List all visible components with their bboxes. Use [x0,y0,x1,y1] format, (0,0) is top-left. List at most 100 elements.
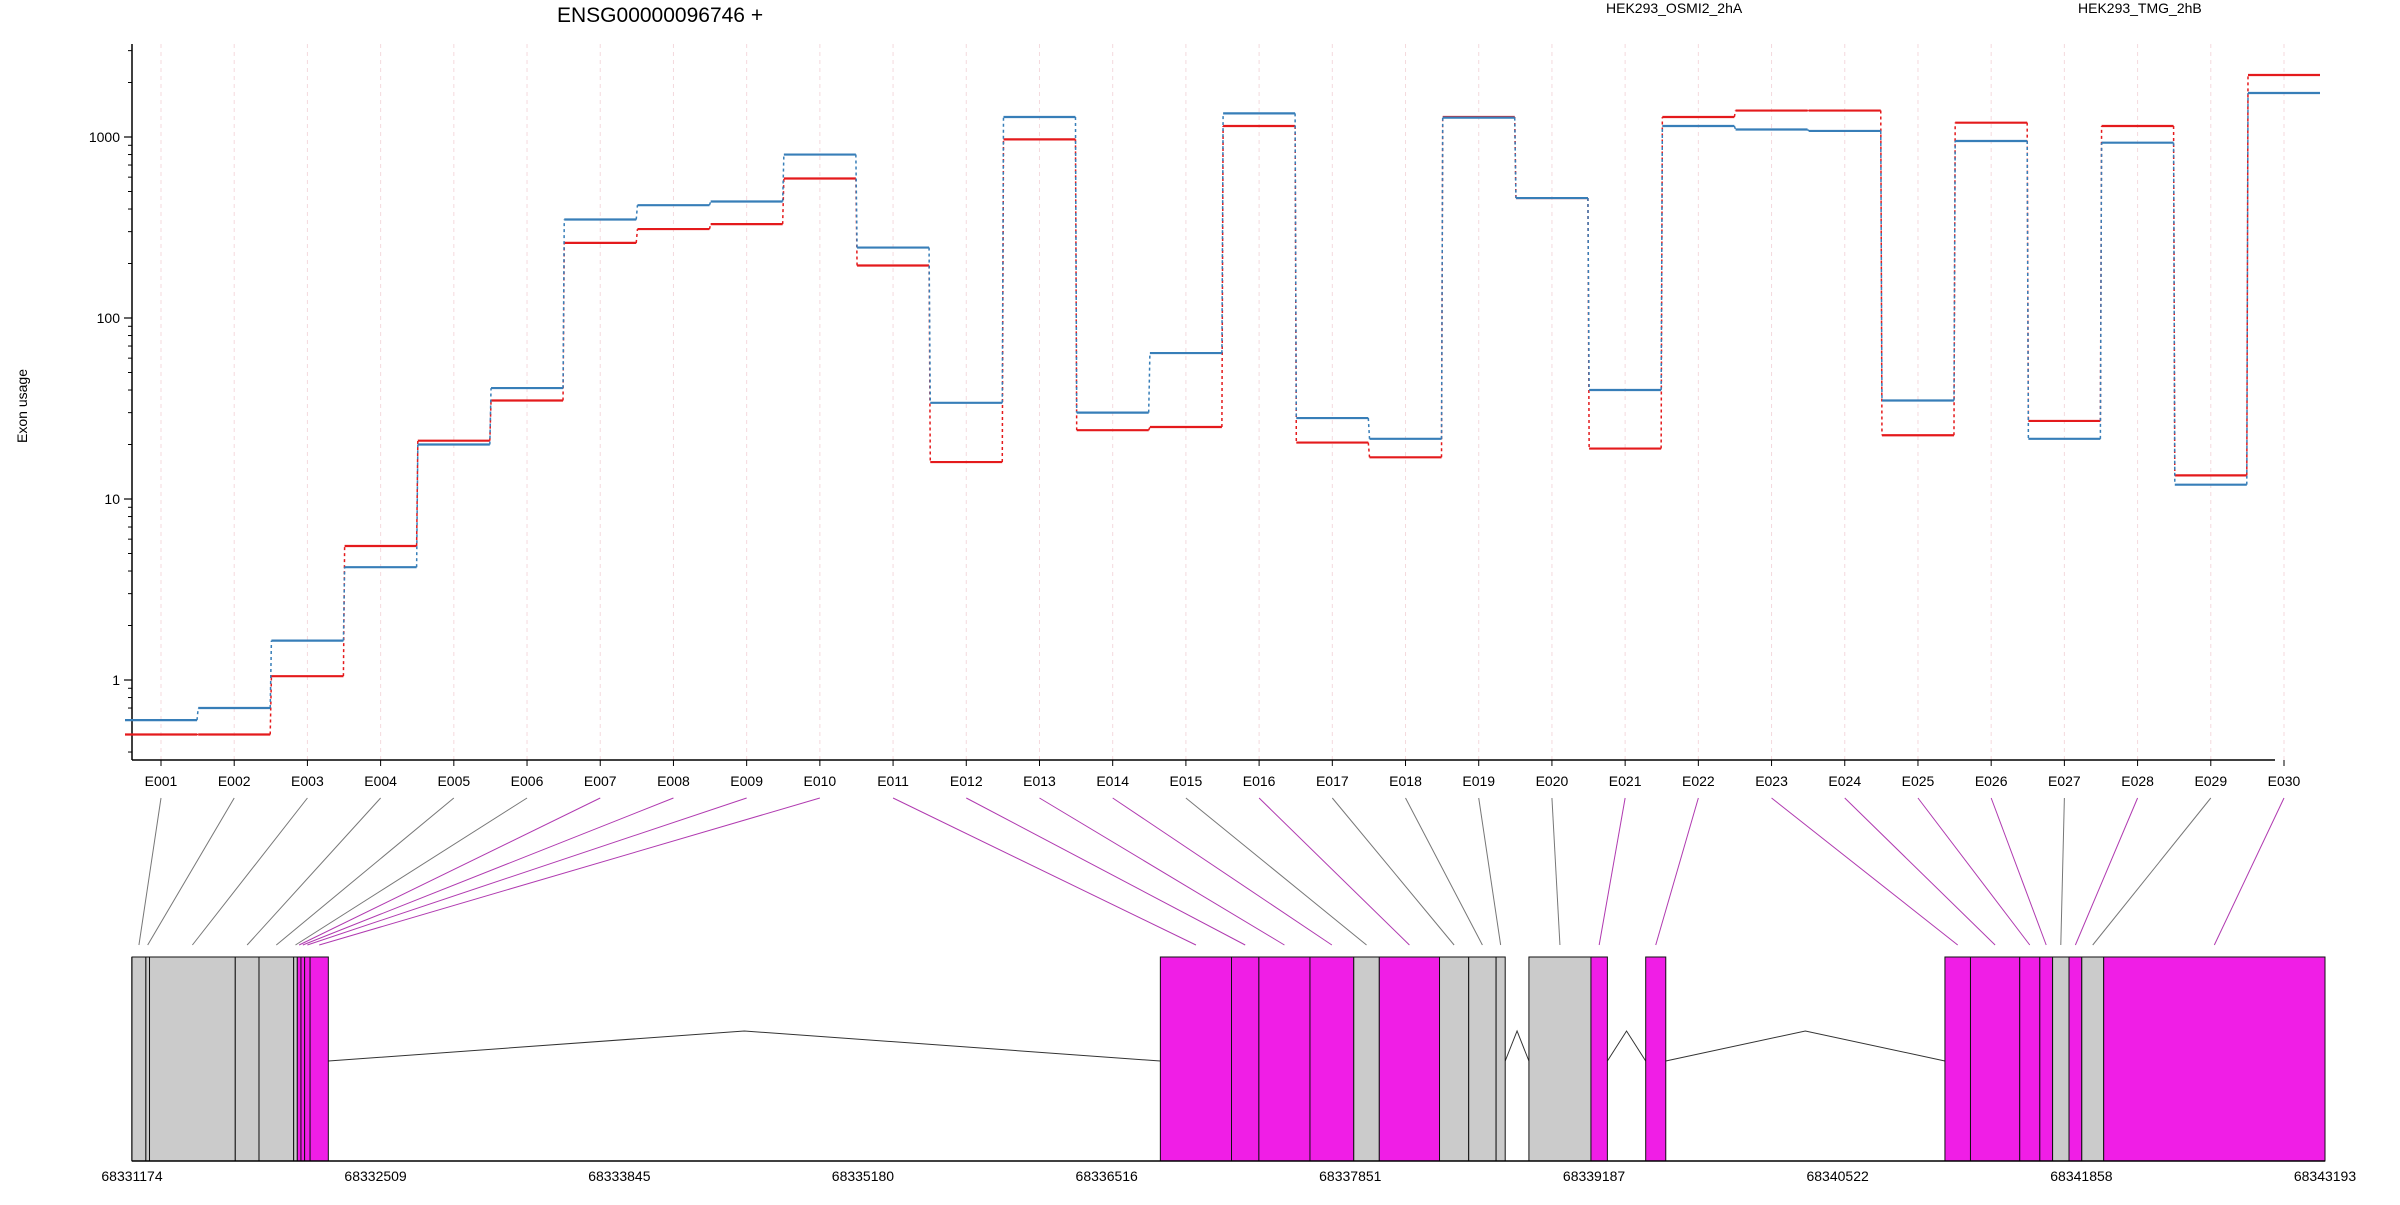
exon-box-E029 [2081,956,2105,1162]
series-connector [1147,353,1151,413]
connector-E002 [147,797,235,946]
connector-E007 [298,797,601,946]
y-tick-label-1000: 1000 [89,129,120,145]
connector-E011 [892,797,1197,946]
series-connector [2099,142,2103,439]
intron-line [1665,1030,1946,1062]
series-connector [1733,110,1737,118]
connector-E030 [2213,797,2285,946]
series-connector [1147,426,1151,431]
series-connector [342,545,346,677]
exon-box-E008 [300,956,306,1162]
connector-E027 [2060,797,2065,946]
connector-E009 [307,797,747,946]
x-tick-label-E009: E009 [730,773,763,789]
genomic-coordinate-axis: 68331174 68332509 68333845 68335180 68336516… [101,1160,2357,1184]
exon-box-E012 [1231,956,1260,1162]
x-tick-label-E020: E020 [1536,773,1569,789]
legend-entry-tmg: HEK293_TMG_2hB [2078,0,2202,16]
connector-E014 [1112,797,1333,946]
connector-E023 [1771,797,1959,946]
series-connector [562,219,565,389]
exon-box-E017 [1439,956,1470,1162]
y-axis-label: Exon usage [14,369,30,443]
series-connector [489,400,492,441]
legend-entry-osmi2: HEK293_OSMI2_2hA [1606,0,1743,16]
series-connector [1587,198,1590,391]
exon-box-E021 [1590,956,1608,1162]
exon-box-E004 [234,956,260,1162]
x-tick-label-E024: E024 [1828,773,1861,789]
x-tick-label-E016: E016 [1243,773,1276,789]
series-connector [2246,93,2249,485]
exon-box-E018 [1468,956,1497,1162]
connector-E026 [1990,797,2047,946]
coordinate-label-5: 68337851 [1319,1168,1382,1184]
coordinate-label-9: 68343193 [2294,1168,2357,1184]
x-tick-label-E022: E022 [1682,773,1715,789]
coordinate-label-6: 68339187 [1563,1168,1626,1184]
series-connector [196,707,199,721]
x-tick-label-E015: E015 [1170,773,1203,789]
series-connector [635,228,639,243]
series-connector [415,444,419,568]
exon-box-E010 [309,956,329,1162]
connector-E020 [1551,797,1561,946]
connector-E004 [246,797,381,946]
exon-box-E002 [145,956,151,1162]
connector-E013 [1039,797,1285,946]
exon-box-E023 [1944,956,1971,1162]
x-tick-label-E001: E001 [145,773,178,789]
x-tick-label-E011: E011 [877,773,909,789]
series-connector [1513,117,1517,199]
coordinate-label-2: 68333845 [588,1168,651,1184]
exon-box-E030 [2103,956,2326,1162]
series-tmg [125,91,2320,722]
exon-box-E005 [258,956,295,1162]
exon-box-E011 [1159,956,1233,1162]
coordinate-label-4: 68336516 [1076,1168,1139,1184]
intron-line [328,1030,1161,1062]
series-connector [1953,141,1956,401]
exon-box-E009 [304,956,311,1162]
intron-line [1504,1029,1530,1062]
intron-line [1606,1030,1647,1062]
series-connector [1367,442,1371,458]
y-tick-label-100: 100 [97,310,121,326]
series-connector [1221,126,1224,427]
x-tick-label-E028: E028 [2121,773,2154,789]
exon-box-E007 [296,956,302,1162]
connector-E016 [1258,797,1410,946]
series-lines [125,73,2320,736]
series-connector [1367,418,1371,439]
connector-E018 [1405,797,1483,946]
x-tick-label-E002: E002 [218,773,251,789]
x-tick-label-E005: E005 [437,773,470,789]
connector-E006 [295,797,528,946]
series-connector [781,178,785,225]
exon-box-E003 [149,956,236,1162]
gene-model [131,956,2326,1162]
x-tick-label-E004: E004 [364,773,397,789]
exon-box-E028 [2068,956,2083,1162]
connector-E022 [1655,797,1699,946]
plot-axes: 1 10 100 1000 [89,44,2275,761]
x-tick-label-E008: E008 [657,773,690,789]
x-tick-label-E007: E007 [584,773,617,789]
series-connector [635,205,639,220]
series-connector [1880,130,1883,401]
exon-box-E014 [1309,956,1355,1162]
exon-box-E026 [2039,956,2054,1162]
series-connector [1660,126,1664,391]
x-tick-label-E014: E014 [1096,773,1129,789]
exon-box-E020 [1528,956,1592,1162]
y-tick-label-10: 10 [104,491,120,507]
exon-box-E027 [2052,956,2070,1162]
connector-E029 [2092,797,2212,946]
x-tick-label-E026: E026 [1975,773,2008,789]
x-tick-label-E006: E006 [511,773,544,789]
series-connector [2026,141,2030,439]
exon-box-E006 [293,956,298,1162]
